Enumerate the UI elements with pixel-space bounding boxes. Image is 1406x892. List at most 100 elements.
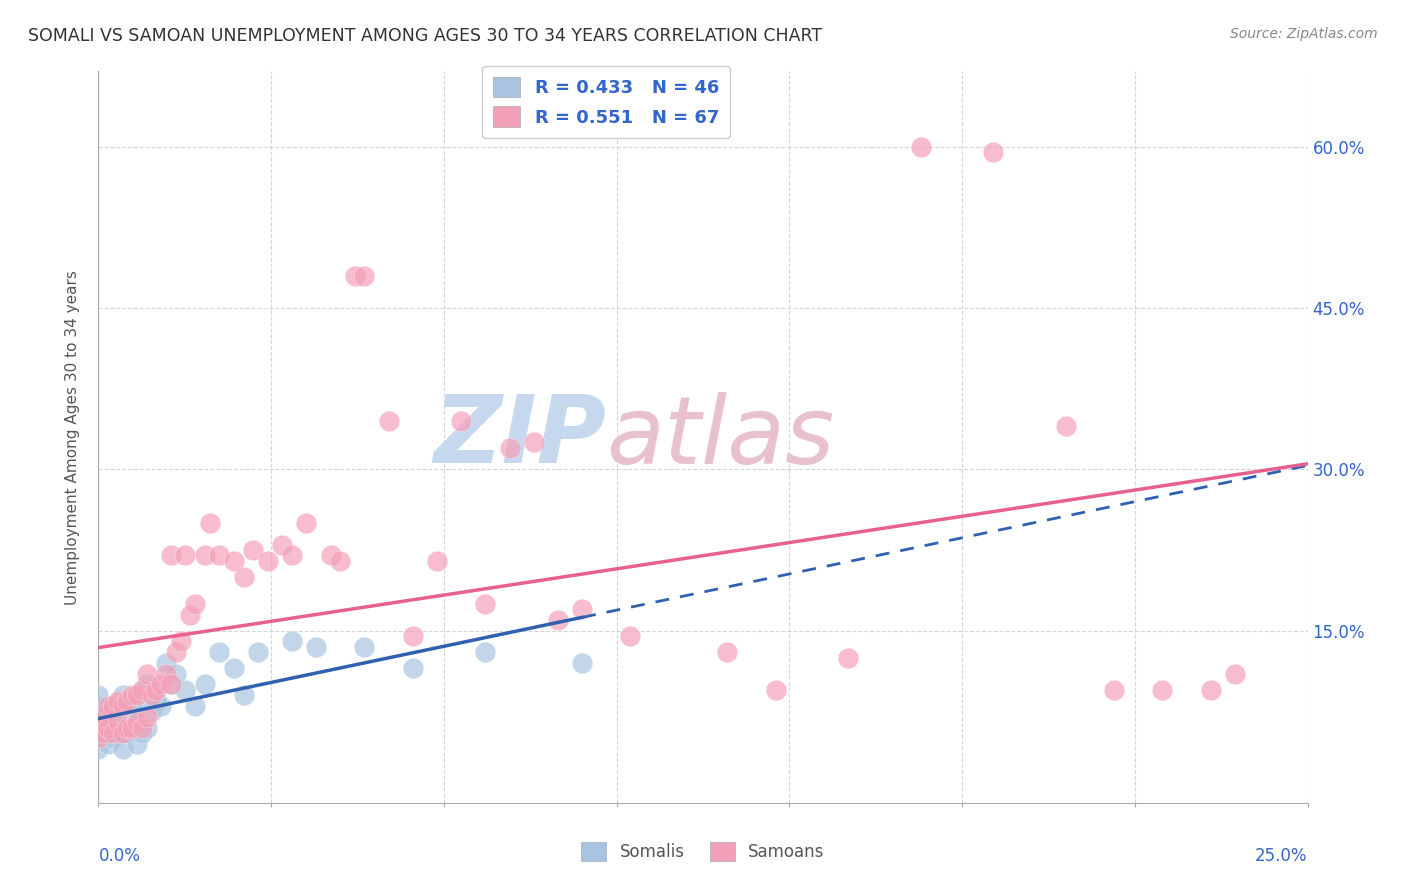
Point (1102, 682, 1125, 697)
Point (91, 726, 114, 740)
Point (91, 710, 114, 724)
Point (319, 549, 342, 563)
Point (155, 656, 177, 670)
Point (127, 737, 149, 751)
Point (169, 634, 191, 648)
Point (121, 688, 143, 702)
Point (127, 715, 149, 730)
Point (184, 597, 207, 611)
Text: ZIP: ZIP (433, 391, 606, 483)
Point (247, 645, 270, 659)
Point (87, 710, 110, 724)
Point (208, 645, 231, 659)
Text: 0.0%: 0.0% (98, 847, 141, 864)
Point (131, 726, 153, 740)
Point (141, 688, 163, 702)
Point (1054, 419, 1077, 434)
Point (87, 726, 110, 740)
Point (97, 698, 120, 713)
Point (97, 710, 120, 724)
Point (343, 268, 366, 283)
Point (87, 715, 110, 730)
Point (426, 554, 449, 568)
Point (87, 742, 110, 756)
Point (101, 731, 124, 746)
Point (111, 742, 134, 756)
Point (127, 688, 149, 702)
Point (242, 543, 264, 558)
Point (165, 645, 187, 659)
Point (135, 666, 157, 681)
Point (117, 710, 139, 724)
Point (101, 698, 124, 713)
Point (135, 710, 157, 724)
Point (377, 414, 399, 428)
Point (619, 629, 641, 643)
Text: SOMALI VS SAMOAN UNEMPLOYMENT AMONG AGES 30 TO 34 YEARS CORRELATION CHART: SOMALI VS SAMOAN UNEMPLOYMENT AMONG AGES… (28, 27, 823, 45)
Point (716, 645, 738, 659)
Point (107, 698, 129, 713)
Point (160, 677, 183, 691)
Point (131, 721, 153, 735)
Point (117, 721, 139, 735)
Point (97, 721, 120, 735)
Point (281, 634, 304, 648)
Point (160, 549, 183, 563)
Point (547, 613, 569, 627)
Point (117, 726, 139, 740)
Point (155, 666, 177, 681)
Point (256, 554, 278, 568)
Point (145, 682, 167, 697)
Point (184, 698, 207, 713)
Point (474, 597, 496, 611)
Point (121, 721, 143, 735)
Text: atlas: atlas (606, 392, 835, 483)
Point (981, 145, 1004, 159)
Point (198, 516, 221, 530)
Point (87, 731, 110, 746)
Point (87, 688, 110, 702)
Point (571, 602, 593, 616)
Point (107, 693, 129, 707)
Point (179, 607, 201, 622)
Point (111, 698, 134, 713)
Point (222, 661, 245, 675)
Point (87, 698, 110, 713)
Point (87, 705, 110, 719)
Point (271, 538, 294, 552)
Point (194, 549, 217, 563)
Point (498, 441, 520, 455)
Point (107, 726, 129, 740)
Point (121, 698, 143, 713)
Point (329, 554, 352, 568)
Point (765, 682, 787, 697)
Point (121, 715, 143, 730)
Point (111, 726, 134, 740)
Point (208, 549, 231, 563)
Point (165, 666, 187, 681)
Point (1199, 682, 1222, 697)
Point (150, 677, 173, 691)
Point (1152, 682, 1174, 697)
Legend: Somalis, Samoans: Somalis, Samoans (575, 835, 831, 868)
Point (194, 677, 217, 691)
Point (117, 693, 139, 707)
Point (87, 715, 110, 730)
Point (101, 705, 124, 719)
Y-axis label: Unemployment Among Ages 30 to 34 years: Unemployment Among Ages 30 to 34 years (65, 269, 80, 605)
Point (1223, 666, 1246, 681)
Point (305, 640, 328, 654)
Point (402, 629, 425, 643)
Point (837, 650, 859, 665)
Point (523, 435, 546, 450)
Point (97, 737, 120, 751)
Point (135, 677, 157, 691)
Point (127, 693, 149, 707)
Point (131, 682, 153, 697)
Point (910, 139, 932, 153)
Point (150, 698, 173, 713)
Text: Source: ZipAtlas.com: Source: ZipAtlas.com (1230, 27, 1378, 41)
Point (145, 693, 167, 707)
Point (281, 549, 304, 563)
Point (160, 677, 183, 691)
